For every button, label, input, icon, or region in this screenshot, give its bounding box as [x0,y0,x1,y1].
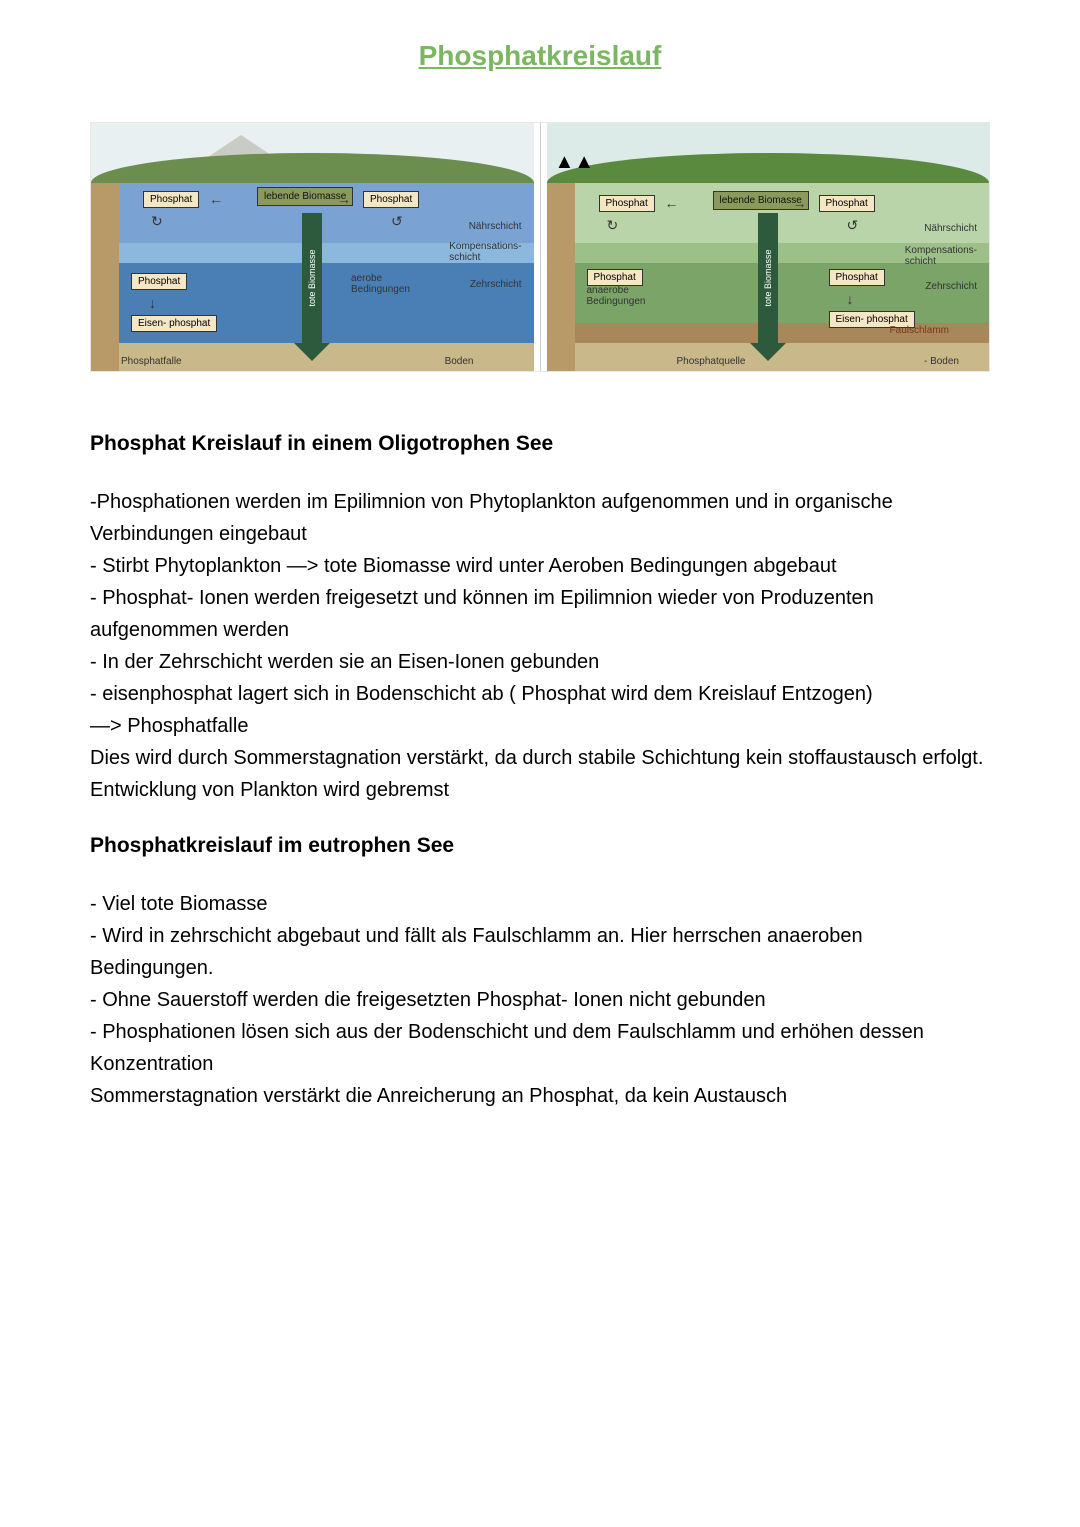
tree-icon: ▲▲ [555,151,595,174]
label-phosphat-bl: Phosphat [131,273,187,290]
text-phosphatquelle: Phosphatquelle [677,356,746,367]
tote-biomasse-arrow: tote Biomasse [302,213,322,343]
text-boden: Boden [445,356,474,367]
diagram-row: tote Biomasse Phosphat lebende Biomasse … [90,122,990,372]
arrow-icon: → [337,191,351,207]
text-kompensation: Kompensations- schicht [905,245,977,267]
arrow-icon: ← [209,191,223,207]
text-naehrschicht: Nährschicht [469,221,522,232]
diagram-oligotroph: tote Biomasse Phosphat lebende Biomasse … [91,123,534,371]
label-phosphat-tl: Phosphat [143,191,199,208]
tote-biomasse-label: tote Biomasse [763,249,773,306]
arrow-icon: ↓ [847,291,854,307]
text-zehrschicht: Zehrschicht [470,279,522,290]
label-phosphat-bl: Phosphat [587,269,643,286]
text-aerobe: aerobe Bedingungen [351,273,410,295]
text-zehrschicht: Zehrschicht [925,281,977,292]
arrow-icon: ↻ [607,217,619,234]
page-title: Phosphatkreislauf [90,40,990,72]
heading-oligotroph: Phosphat Kreislauf in einem Oligotrophen… [90,432,990,456]
label-phosphat-tr: Phosphat [363,191,419,208]
divider [540,123,541,371]
arrow-icon: → [793,195,807,211]
label-phosphat-tr: Phosphat [819,195,875,212]
arrow-icon: ← [665,195,679,211]
text-boden: - Boden [924,356,959,367]
label-eisenphosphat: Eisen- phosphat [131,315,217,332]
sediment-wall [547,183,575,371]
tote-biomasse-label: tote Biomasse [307,249,317,306]
diagram-eutroph: ▲▲ tote Biomasse Phosphat lebende Biomas… [547,123,990,371]
arrow-icon: ↓ [149,295,156,311]
arrow-icon: ↺ [391,213,403,230]
body-eutroph: - Viel tote Biomasse - Wird in zehrschic… [90,888,990,1112]
sediment-wall [91,183,119,371]
text-faulschlamm: Faulschlamm [890,325,949,336]
tote-biomasse-arrow: tote Biomasse [758,213,778,343]
label-phosphat-br: Phosphat [829,269,885,286]
text-anaerobe: anaerobe Bedingungen [587,285,646,307]
heading-eutroph: Phosphatkreislauf im eutrophen See [90,834,990,858]
text-kompensation: Kompensations- schicht [449,241,521,263]
text-naehrschicht: Nährschicht [924,223,977,234]
body-oligotroph: -Phosphationen werden im Epilimnion von … [90,486,990,806]
label-phosphat-tl: Phosphat [599,195,655,212]
text-phosphatfalle: Phosphatfalle [121,356,182,367]
arrow-icon: ↺ [847,217,859,234]
arrow-icon: ↻ [151,213,163,230]
